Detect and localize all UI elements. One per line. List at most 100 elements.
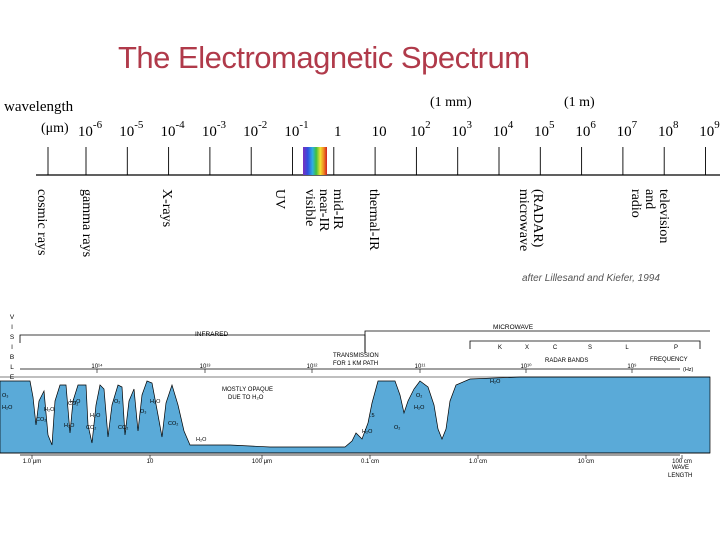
tick-exponent: 4 [508, 119, 514, 131]
region-label: thermal-IR [366, 189, 381, 251]
tick-exponent: -5 [134, 119, 144, 131]
tick-exponent: 9 [714, 119, 720, 131]
tick-label: 104 [493, 119, 514, 140]
tick-exponent: 5 [549, 119, 555, 131]
tick-base: 10 [119, 124, 134, 140]
frequency-tick-label: 10¹³ [200, 364, 211, 370]
molecule-label: H₂O [2, 405, 13, 411]
band-letter: K [498, 345, 502, 351]
tick-base: 10 [78, 124, 93, 140]
hz-label: (Hz) [683, 367, 694, 373]
infrared-bracket [19, 334, 366, 353]
wavelength-tick-label: 100 μm [252, 459, 272, 465]
tick-base: 10 [617, 124, 632, 140]
visible-letter: I [11, 324, 13, 331]
tick-label: 107 [617, 119, 638, 140]
opaque-label-1: MOSTLY OPAQUE [222, 387, 273, 393]
molecule-label: O₂ [114, 399, 120, 405]
tick-base: 10 [575, 124, 590, 140]
tick-base: 10 [534, 124, 549, 140]
tick-exponent: 3 [466, 119, 472, 131]
frequency-tick-label: 10¹¹ [415, 364, 426, 370]
region-label: television [656, 189, 671, 243]
tick-exponent: 8 [673, 119, 679, 131]
tick-lines [47, 147, 706, 175]
region-label: near-IR [316, 189, 331, 232]
bands-bracket [469, 340, 701, 349]
wavelength-tick-label: 1.0 μm [23, 459, 41, 465]
infrared-label: INFRARED [195, 331, 229, 338]
frequency-tick-label: 10¹² [307, 364, 318, 370]
molecule-label: O₂ [416, 393, 422, 399]
tick-label: 102 [410, 119, 431, 140]
tick-base: 10 [658, 124, 673, 140]
visible-letter: B [10, 354, 14, 361]
tick-label: 109 [699, 119, 720, 140]
visible-letter: L [10, 364, 14, 371]
molecule-label: H₂O [490, 379, 501, 385]
tick-labels: 10-6 10-5 10-4 10-3 10-2 10-1 1 10 102 103 104 105 1… [78, 119, 720, 140]
tick-label: 1 [334, 124, 342, 140]
molecule-label: H₂O [362, 429, 373, 435]
tick-exponent: 6 [590, 119, 596, 131]
radar-bands-label: RADAR BANDS [545, 358, 588, 364]
transmission-label-1: TRANSMISSION [333, 353, 379, 359]
molecule-label: H₂O [44, 407, 55, 413]
tick-base: 10 [161, 124, 176, 140]
tick-label: 10-3 [202, 119, 227, 140]
microwave-label: MICROWAVE [493, 324, 534, 331]
tick-base: 10 [243, 124, 258, 140]
molecule-label: O₃ [140, 409, 147, 415]
molecule-label: H₂O [414, 405, 425, 411]
unit-marker: (1 mm) [430, 95, 472, 110]
region-label: radio [628, 189, 643, 218]
molecule-label: CO₂ [118, 425, 128, 431]
molecule-label: O₃ [2, 393, 9, 399]
tick-label: 10-6 [78, 119, 103, 140]
visible-band [303, 147, 327, 175]
source-credit: after Lillesand and Kiefer, 1994 [522, 273, 660, 284]
molecule-label: O₂ [394, 425, 400, 431]
tick-base: 10 [372, 124, 387, 140]
region-label: and [642, 189, 657, 209]
transmission-label-2: FOR 1 KM PATH [333, 361, 378, 367]
tick-exponent: 7 [632, 119, 638, 131]
wave-label-2: LENGTH [668, 473, 692, 479]
wavelength-tick-label: 0.1 cm [361, 459, 379, 465]
tick-exponent: 2 [425, 119, 431, 131]
band-letter: C [553, 345, 558, 351]
band-letter: S [588, 345, 592, 351]
tick-label: 103 [451, 119, 472, 140]
tick-label: 10-2 [243, 119, 267, 140]
visible-letter: V [10, 314, 15, 321]
wavelength-tick-label: 100 cm [672, 459, 692, 465]
tick-base: 10 [451, 124, 466, 140]
molecule-label: .5 [370, 413, 375, 419]
region-label: microwave [516, 189, 531, 251]
tick-base: 10 [410, 124, 425, 140]
wavelength-tick-label: 1.0 cm [469, 459, 487, 465]
tick-exponent: -4 [176, 119, 186, 131]
tick-label: 10-5 [119, 119, 144, 140]
tick-base: 10 [493, 124, 508, 140]
transmission-area [0, 376, 711, 454]
tick-exponent: -2 [258, 119, 267, 131]
tick-base: 10 [699, 124, 714, 140]
visible-letter: S [10, 334, 15, 341]
band-letter: X [525, 345, 529, 351]
molecule-label: CO₂ [68, 401, 78, 407]
tick-label: 108 [658, 119, 679, 140]
visible-letter: E [10, 374, 15, 381]
molecule-label: CO₂ [86, 425, 96, 431]
region-labels: cosmic rays gamma rays X-rays UV visible near… [34, 189, 671, 257]
wave-label-1: WAVE [672, 465, 689, 471]
frequency-tick-label: 10¹⁰ [520, 363, 532, 370]
region-label: cosmic rays [34, 189, 49, 255]
region-label: (RADAR) [530, 189, 545, 248]
unit-label: (μm) [41, 121, 69, 136]
opaque-label-2: DUE TO H₂O [228, 395, 264, 401]
tick-base: 10 [284, 124, 299, 140]
band-letter: P [674, 345, 678, 351]
